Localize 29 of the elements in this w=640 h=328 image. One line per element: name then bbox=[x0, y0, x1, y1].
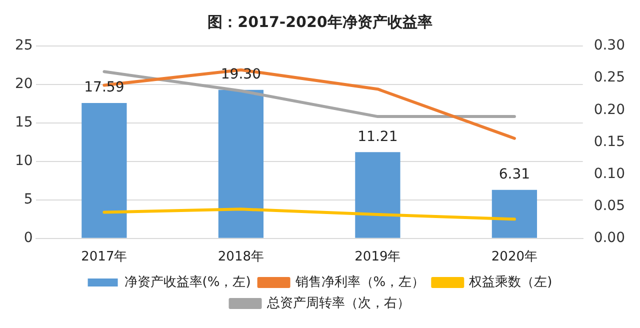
x-tick-label: 2019年 bbox=[354, 250, 401, 265]
y2-tick-label: 0.10 bbox=[594, 166, 625, 182]
y2-tick-label: 0.25 bbox=[594, 70, 625, 86]
y-tick-label: 10 bbox=[14, 153, 33, 170]
legend-label: 权益乘数（左) bbox=[468, 274, 552, 290]
y-tick-label: 5 bbox=[24, 192, 33, 208]
legend-label: 销售净利率（%，左） bbox=[294, 274, 425, 290]
data-label: 6.31 bbox=[498, 166, 530, 182]
y2-tick-label: 0.00 bbox=[594, 230, 625, 246]
y2-tick-label: 0.20 bbox=[594, 102, 625, 118]
y-tick-label: 0 bbox=[24, 230, 33, 246]
bar bbox=[218, 90, 264, 238]
x-tick-label: 2018年 bbox=[218, 250, 264, 265]
bar bbox=[492, 190, 538, 238]
legend-label: 总资产周转率（次，右） bbox=[266, 294, 410, 311]
y-tick-label: 20 bbox=[14, 76, 33, 92]
x-tick-label: 2017年 bbox=[81, 250, 128, 265]
data-label: 11.21 bbox=[358, 128, 398, 145]
chart-title: 图：2017-2020年净资产收益率 bbox=[208, 12, 432, 31]
y2-tick-label: 0.15 bbox=[594, 134, 625, 150]
legend-label: 净资产收益率(%，左) bbox=[124, 274, 251, 290]
bar bbox=[82, 103, 127, 238]
y-tick-label: 25 bbox=[14, 38, 33, 54]
y2-tick-label: 0.05 bbox=[594, 198, 625, 214]
y-tick-label: 15 bbox=[14, 114, 33, 131]
y2-tick-label: 0.30 bbox=[594, 38, 625, 54]
data-label: 17.59 bbox=[84, 80, 124, 96]
bar bbox=[355, 152, 400, 238]
x-tick-label: 2020年 bbox=[491, 250, 538, 265]
